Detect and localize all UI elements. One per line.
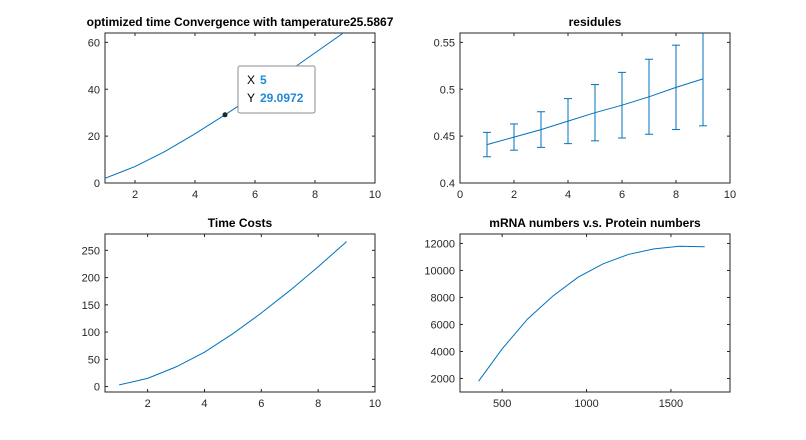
axes-box xyxy=(459,32,731,184)
y-tick-label: 0.45 xyxy=(434,131,455,143)
x-tick-label: 8 xyxy=(312,189,318,201)
y-tick-label: 50 xyxy=(88,354,100,366)
axes-box xyxy=(104,233,376,393)
datatip-box[interactable] xyxy=(237,65,316,114)
y-tick-label: 150 xyxy=(82,300,100,312)
y-tick-label: 40 xyxy=(88,84,100,96)
axes-box xyxy=(104,32,376,184)
x-tick-label: 6 xyxy=(252,189,258,201)
chart-title: optimized time Convergence with tamperat… xyxy=(87,15,394,29)
chart-title: mRNA numbers v.s. Protein numbers xyxy=(489,216,701,230)
y-tick-label: 12000 xyxy=(424,238,455,250)
datatip-y-label: Y xyxy=(247,91,255,105)
x-tick-label: 6 xyxy=(258,398,264,410)
y-tick-label: 10000 xyxy=(424,265,455,277)
x-tick-label: 4 xyxy=(201,398,207,410)
x-tick-label: 2 xyxy=(145,398,151,410)
series-line xyxy=(486,78,704,146)
subplot-1: 2 4 6 8 10 0 20 40 60 optimized time Convergence … xyxy=(87,15,394,201)
datatip-marker[interactable] xyxy=(222,112,228,118)
y-tick-label: 60 xyxy=(88,37,100,49)
y-tick-label: 0 xyxy=(94,382,100,394)
series-line xyxy=(478,245,705,382)
y-tick-label: 6000 xyxy=(431,319,455,331)
x-tick-label: 6 xyxy=(619,189,625,201)
x-tick-label: 8 xyxy=(315,398,321,410)
y-tick-label: 0.55 xyxy=(434,37,455,49)
y-tick-label: 4000 xyxy=(431,346,455,358)
y-tick-label: 250 xyxy=(82,245,100,257)
plot-area xyxy=(119,241,347,386)
x-tick-label: 500 xyxy=(493,398,511,410)
y-tick-label: 0 xyxy=(94,178,100,190)
subplot-4: 500 1000 1500 2000 4000 6000 8000 10000 12000 mRN… xyxy=(424,216,731,410)
x-tick-label: 10 xyxy=(369,189,381,201)
x-tick-label: 1000 xyxy=(574,398,598,410)
plot-area xyxy=(478,245,705,382)
x-tick-label: 0 xyxy=(457,189,463,201)
subplot-2: 0 2 4 6 8 10 0.4 0.45 0.5 0.55 residules xyxy=(434,15,737,201)
y-tick-label: 0.5 xyxy=(440,84,455,96)
x-tick-label: 4 xyxy=(565,189,571,201)
y-tick-label: 20 xyxy=(88,131,100,143)
chart-title: Time Costs xyxy=(208,216,273,230)
plot-area xyxy=(483,33,707,158)
x-tick-label: 2 xyxy=(132,189,138,201)
x-tick-label: 4 xyxy=(192,189,198,201)
x-tick-label: 10 xyxy=(724,189,736,201)
x-tick-label: 2 xyxy=(511,189,517,201)
y-tick-label: 200 xyxy=(82,273,100,285)
y-tick-label: 8000 xyxy=(431,292,455,304)
datatip-x-value: 5 xyxy=(260,73,267,87)
x-tick-label: 8 xyxy=(673,189,679,201)
datatip-y-value: 29.0972 xyxy=(260,91,304,105)
datatip-x-label: X xyxy=(247,73,255,87)
series-line xyxy=(119,241,347,386)
axes-box xyxy=(459,233,731,393)
chart-title: residules xyxy=(569,15,622,29)
y-tick-label: 2000 xyxy=(431,373,455,385)
y-tick-label: 0.4 xyxy=(440,178,455,190)
x-tick-label: 10 xyxy=(369,398,381,410)
y-tick-label: 100 xyxy=(82,327,100,339)
x-tick-label: 1500 xyxy=(659,398,683,410)
